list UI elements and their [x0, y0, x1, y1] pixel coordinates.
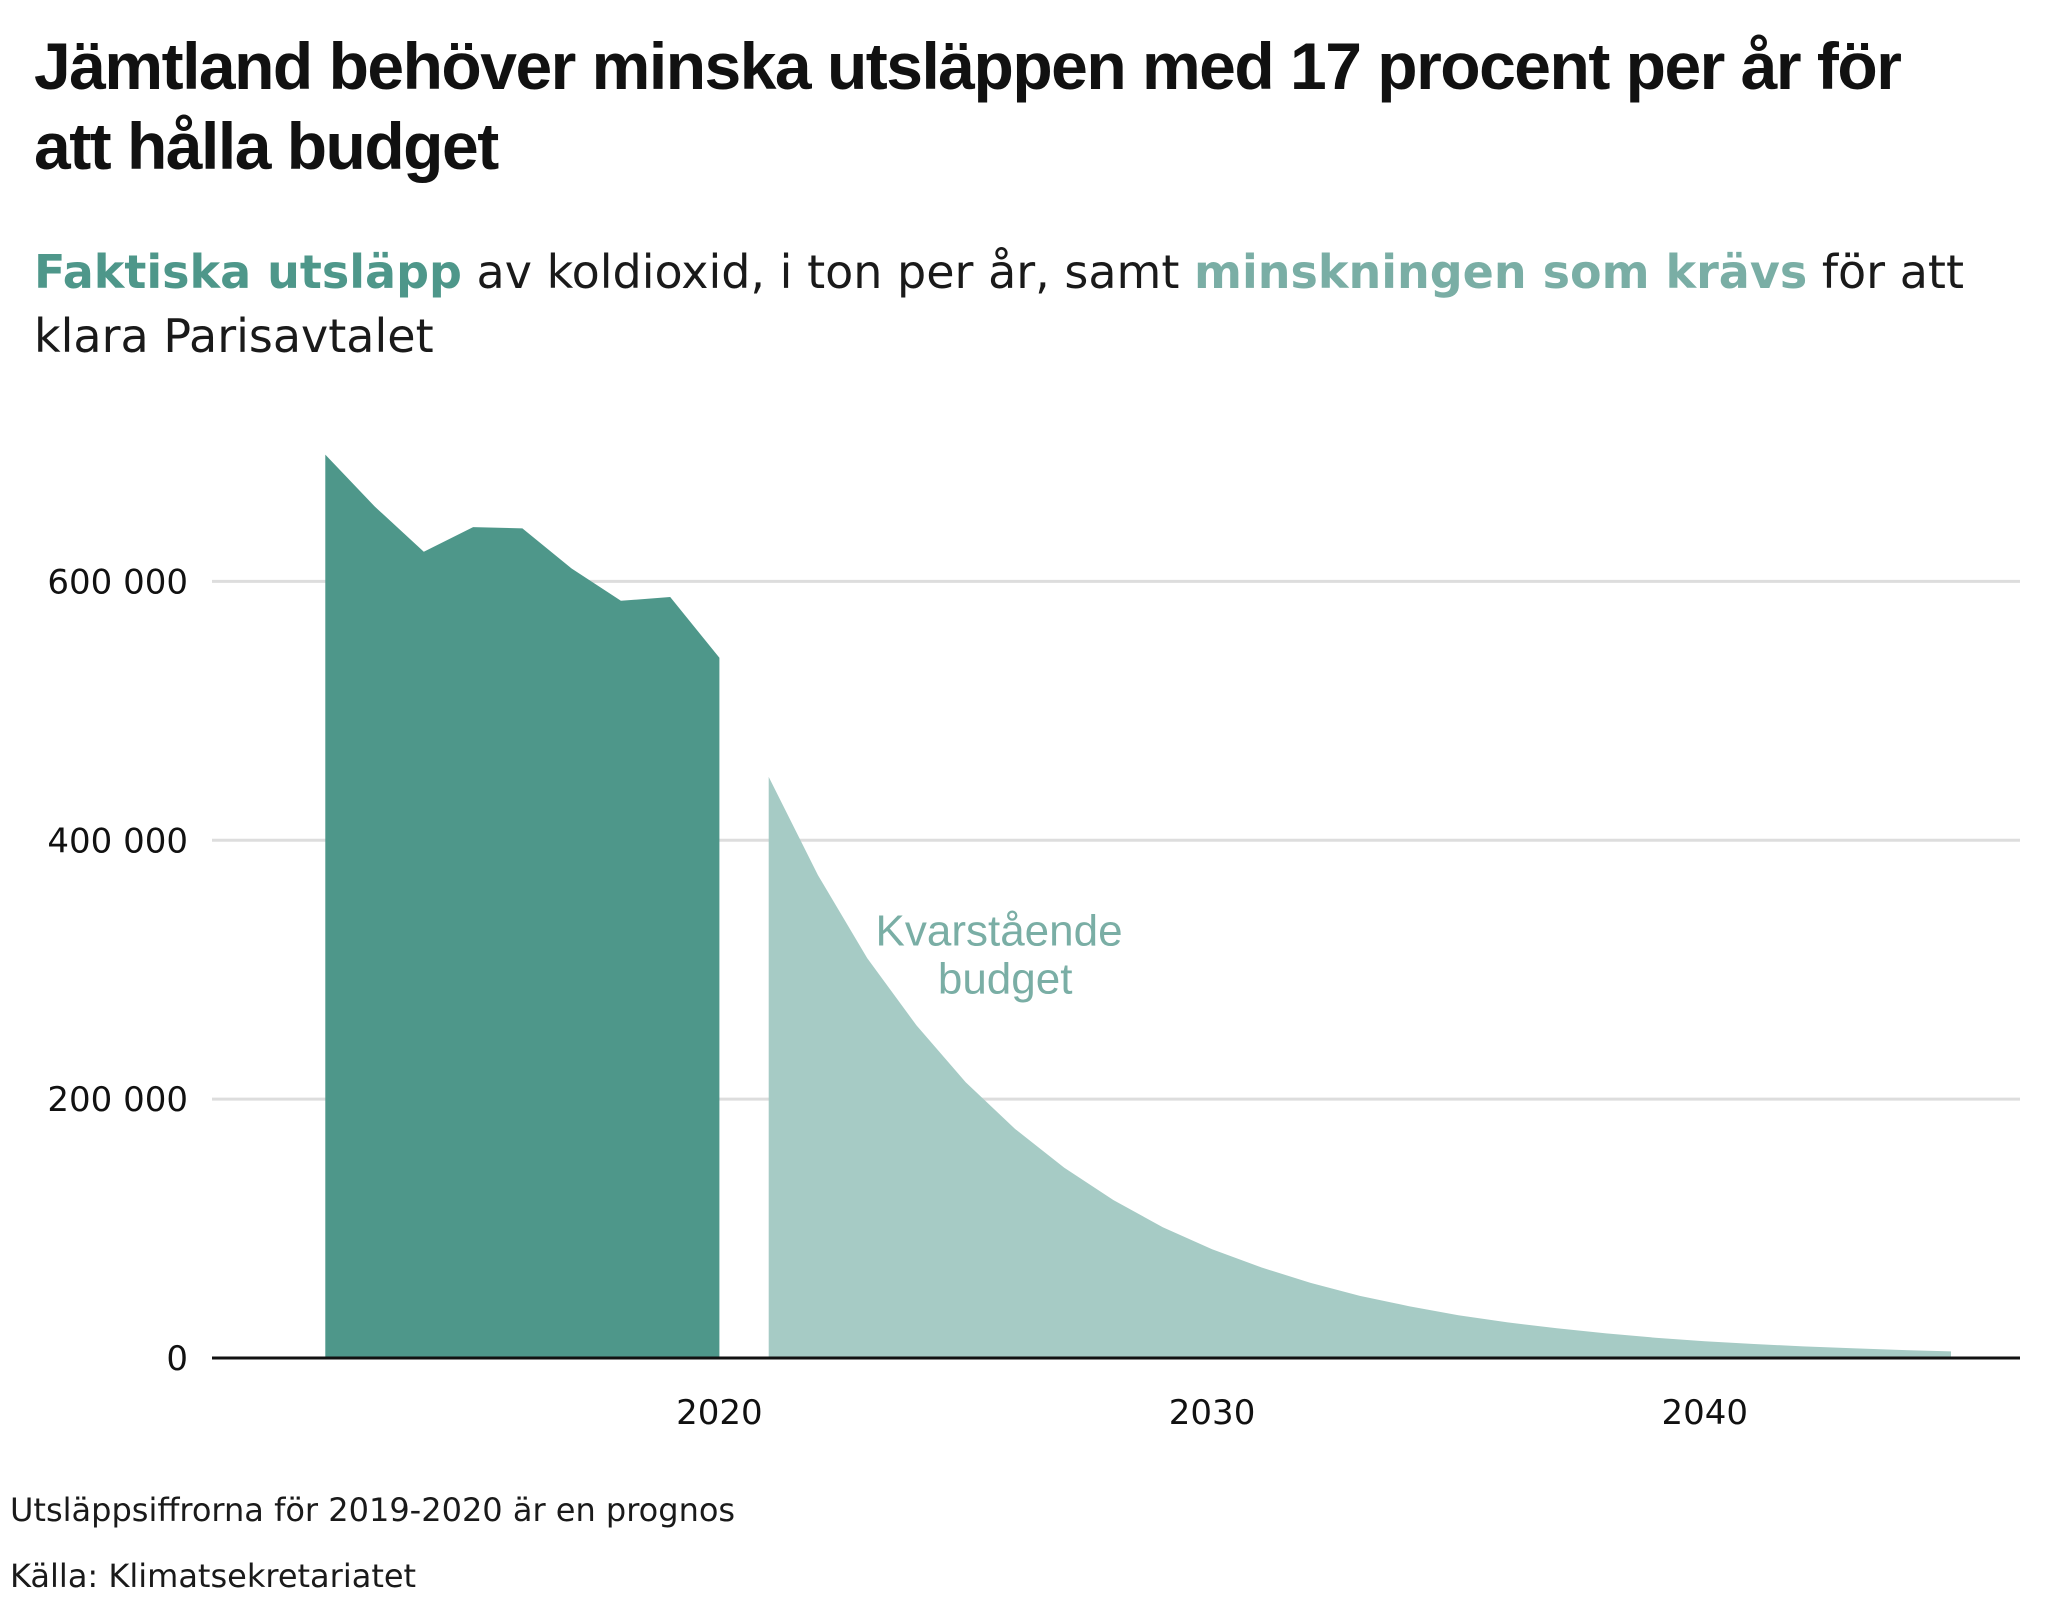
- x-tick-label: 2020: [676, 1393, 763, 1433]
- y-tick-label: 400 000: [47, 821, 188, 861]
- subtitle-text-part4: för att klara Parisavtalet: [34, 245, 1964, 363]
- chart-subtitle: Faktiska utsläpp av koldioxid, i ton per…: [34, 240, 1994, 368]
- annotation-line-1: Kvarstående: [876, 907, 1123, 956]
- x-tick-label: 2040: [1661, 1393, 1748, 1433]
- y-tick-label: 0: [166, 1339, 188, 1379]
- x-axis-tick-labels: 2020 2030 2040: [676, 1393, 1748, 1433]
- subtitle-text-part2: av koldioxid, i ton per år, samt: [461, 245, 1195, 299]
- subtitle-highlight-actual: Faktiska utsläpp: [34, 245, 462, 299]
- required-reduction-area: [768, 776, 1952, 1358]
- annotation-line-2: budget: [938, 955, 1073, 1004]
- data-areas: [325, 454, 1952, 1359]
- subtitle-highlight-required: minskningen som krävs: [1194, 245, 1808, 299]
- footnote-forecast-note: Utsläppsiffrorna för 2019-2020 är en pro…: [10, 1491, 736, 1529]
- footnote-source: Källa: Klimatsekretariatet: [10, 1557, 417, 1595]
- y-tick-label: 600 000: [47, 562, 188, 602]
- actual-emissions-area: [325, 454, 720, 1359]
- y-tick-label: 200 000: [47, 1080, 188, 1120]
- chart-title: Jämtland behöver minska utsläppen med 17…: [34, 29, 1902, 183]
- x-tick-label: 2030: [1169, 1393, 1256, 1433]
- remaining-budget-annotation: Kvarstående budget: [876, 907, 1135, 1004]
- y-axis-tick-labels: 0 200 000 400 000 600 000: [47, 562, 188, 1379]
